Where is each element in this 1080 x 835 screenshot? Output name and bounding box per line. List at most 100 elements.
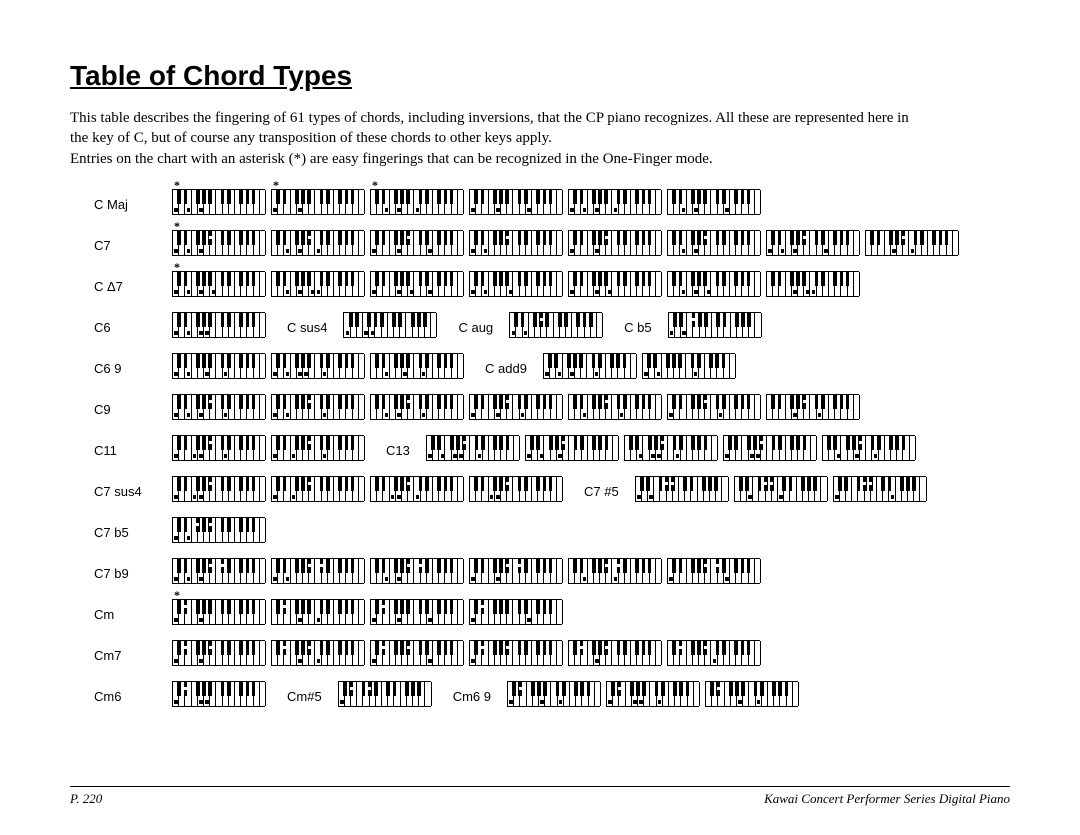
keyboard-diagram: * <box>172 271 265 302</box>
keyboard-diagram: * <box>172 230 265 261</box>
chord-row: C7 sus4 C7 #5 <box>70 476 1010 507</box>
keyboard-diagram <box>568 230 661 261</box>
chord-rows: C Maj*** C7 * C Δ7 * C6 C sus4 C aug C b5 C6 9 C a… <box>70 189 1010 712</box>
keyboard-diagram: * <box>370 189 463 220</box>
chord-label: C7 b5 <box>70 525 166 540</box>
chord-label: Cm6 9 <box>437 689 501 704</box>
chord-label: C aug <box>442 320 503 335</box>
chord-label: C add9 <box>469 361 537 376</box>
chord-label: Cm <box>70 607 166 622</box>
chord-label: C6 9 <box>70 361 166 376</box>
keyboard-diagram <box>667 394 760 425</box>
chord-row: C7 * <box>70 230 1010 261</box>
keyboard-diagram <box>271 599 364 630</box>
keyboard-diagram <box>705 681 798 712</box>
keyboard-diagram <box>568 271 661 302</box>
keyboard-diagram <box>667 558 760 589</box>
intro-text: This table describes the fingering of 61… <box>70 108 930 169</box>
keyboard-diagram <box>370 599 463 630</box>
keyboard-diagram <box>568 189 661 220</box>
keyboard-diagram <box>426 435 519 466</box>
keyboard-diagram <box>172 640 265 671</box>
keyboard-diagram <box>172 476 265 507</box>
keyboard-diagram <box>568 640 661 671</box>
keyboard-diagram <box>172 435 265 466</box>
keyboard-diagram <box>271 558 364 589</box>
keyboard-diagram: * <box>172 189 265 220</box>
intro-p2: Entries on the chart with an asterisk (*… <box>70 149 930 169</box>
footer-page-number: P. 220 <box>70 791 102 807</box>
chord-label: C7 sus4 <box>70 484 166 499</box>
keyboard-diagram <box>642 353 735 384</box>
keyboard-diagram: * <box>271 189 364 220</box>
keyboard-diagram: * <box>172 599 265 630</box>
page-title: Table of Chord Types <box>70 60 1010 92</box>
keyboard-diagram <box>469 476 562 507</box>
footer-product-name: Kawai Concert Performer Series Digital P… <box>764 791 1010 807</box>
chord-label: C7 #5 <box>568 484 629 499</box>
keyboard-diagram <box>469 394 562 425</box>
keyboard-diagram <box>469 640 562 671</box>
keyboard-diagram <box>370 476 463 507</box>
chord-row: Cm6Cm#5Cm6 9 <box>70 681 1010 712</box>
keyboard-diagram <box>370 353 463 384</box>
keyboard-diagram <box>507 681 600 712</box>
keyboard-diagram <box>606 681 699 712</box>
keyboard-diagram <box>543 353 636 384</box>
keyboard-diagram <box>271 230 364 261</box>
chord-label: C9 <box>70 402 166 417</box>
keyboard-diagram <box>734 476 827 507</box>
chord-label: C sus4 <box>271 320 337 335</box>
keyboard-diagram <box>172 312 265 343</box>
keyboard-diagram <box>172 681 265 712</box>
chord-label: C7 b9 <box>70 566 166 581</box>
keyboard-diagram <box>723 435 816 466</box>
keyboard-diagram <box>271 640 364 671</box>
keyboard-diagram <box>525 435 618 466</box>
keyboard-diagram <box>172 517 265 548</box>
chord-row: Cm * <box>70 599 1010 630</box>
chord-label: C7 <box>70 238 166 253</box>
keyboard-diagram <box>667 640 760 671</box>
keyboard-diagram <box>172 394 265 425</box>
chord-row: C7 b5 <box>70 517 1010 548</box>
chord-row: C7 b9 <box>70 558 1010 589</box>
keyboard-diagram <box>667 189 760 220</box>
page-footer: P. 220 Kawai Concert Performer Series Di… <box>70 786 1010 807</box>
keyboard-diagram <box>865 230 958 261</box>
keyboard-diagram <box>668 312 761 343</box>
chord-label: Cm6 <box>70 689 166 704</box>
keyboard-diagram <box>271 271 364 302</box>
keyboard-diagram <box>833 476 926 507</box>
chord-label: C b5 <box>608 320 661 335</box>
keyboard-diagram <box>469 599 562 630</box>
keyboard-diagram <box>172 353 265 384</box>
chord-row: C Maj*** <box>70 189 1010 220</box>
keyboard-diagram <box>370 394 463 425</box>
keyboard-diagram <box>370 558 463 589</box>
keyboard-diagram <box>624 435 717 466</box>
chord-label: C6 <box>70 320 166 335</box>
keyboard-diagram <box>667 230 760 261</box>
keyboard-diagram <box>271 394 364 425</box>
keyboard-diagram <box>469 189 562 220</box>
chord-label: Cm7 <box>70 648 166 663</box>
chord-label: C11 <box>70 443 166 458</box>
chord-row: C9 <box>70 394 1010 425</box>
keyboard-diagram <box>172 558 265 589</box>
chord-row: C6 C sus4 C aug C b5 <box>70 312 1010 343</box>
chord-label: C Δ7 <box>70 279 166 294</box>
keyboard-diagram <box>370 640 463 671</box>
keyboard-diagram <box>469 271 562 302</box>
keyboard-diagram <box>370 271 463 302</box>
keyboard-diagram <box>667 271 760 302</box>
keyboard-diagram <box>509 312 602 343</box>
keyboard-diagram <box>370 230 463 261</box>
keyboard-diagram <box>766 394 859 425</box>
keyboard-diagram <box>469 558 562 589</box>
keyboard-diagram <box>271 476 364 507</box>
chord-row: C6 9 C add9 <box>70 353 1010 384</box>
keyboard-diagram <box>766 230 859 261</box>
keyboard-diagram <box>469 230 562 261</box>
keyboard-diagram <box>338 681 431 712</box>
